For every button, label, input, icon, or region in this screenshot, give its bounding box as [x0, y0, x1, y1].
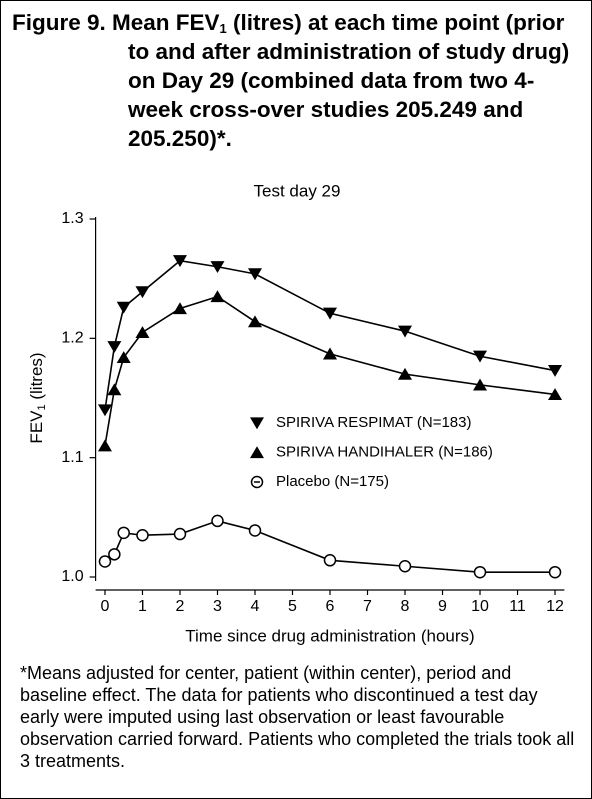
legend-marker [250, 446, 264, 459]
x-tick-label: 10 [471, 598, 489, 615]
data-point [172, 255, 187, 268]
chart-title: Figure 9. Mean FEV1 (litres) at each tim… [12, 8, 584, 153]
x-tick-label: 3 [213, 598, 222, 615]
x-tick-label: 9 [438, 598, 447, 615]
data-point [135, 326, 150, 338]
data-point [116, 301, 131, 314]
data-point [548, 388, 563, 401]
x-tick-label: 2 [176, 598, 185, 615]
data-point [98, 555, 112, 568]
series-line [104, 259, 556, 411]
data-point [210, 290, 225, 303]
data-point [210, 261, 225, 274]
data-point [323, 347, 337, 360]
x-tick-label: 4 [251, 598, 260, 615]
chart: Test day 29 Time since drug administrati… [27, 181, 565, 645]
legend-marker [250, 417, 264, 430]
y-tick-label: 1.2 [61, 330, 83, 347]
data-point [323, 307, 337, 320]
y-label-text: (litres) [27, 352, 46, 404]
y-tick-label: 1.0 [61, 568, 83, 585]
data-point [136, 528, 149, 542]
data-point [398, 560, 412, 573]
data-point [473, 565, 487, 579]
footnote: *Means adjusted for center, patient (wit… [20, 663, 575, 771]
data-point [117, 526, 130, 540]
data-point [398, 367, 413, 380]
data-point [107, 383, 122, 396]
data-point [108, 548, 121, 561]
data-point [247, 315, 262, 328]
y-tick-label: 1.1 [61, 449, 83, 466]
y-axis-label: FEV1 (litres) [27, 352, 47, 443]
data-point [247, 268, 262, 281]
data-point [116, 351, 131, 364]
data-point [97, 404, 112, 417]
data-point [172, 302, 187, 315]
x-tick-label: 5 [288, 598, 297, 615]
y-tick-label: 1.3 [61, 210, 83, 227]
legend-label: SPIRIVA HANDIHALER (N=186) [276, 443, 493, 460]
x-tick-label: 7 [363, 598, 372, 615]
y-label-subscript: 1 [36, 404, 48, 410]
legend-label: Placebo (N=175) [276, 473, 389, 490]
x-tick-label: 1 [138, 598, 147, 615]
x-tick-label: 6 [326, 598, 335, 615]
y-label-text: FEV [27, 410, 46, 444]
data-point [248, 524, 262, 537]
data-point [135, 286, 150, 299]
x-tick-label: 8 [401, 598, 410, 615]
title-text: (litres) at each time point (prior to an… [128, 10, 570, 151]
data-point [473, 350, 488, 363]
x-tick-label: 12 [546, 598, 564, 615]
data-point [398, 325, 413, 338]
data-point [548, 565, 562, 579]
title-subscript: 1 [219, 21, 227, 36]
chart-subtitle: Test day 29 [254, 181, 341, 200]
data-point [173, 527, 187, 541]
data-point [211, 514, 224, 528]
x-tick-label: 0 [101, 598, 110, 615]
title-text: Figure 9. Mean FEV [12, 10, 220, 35]
data-point [548, 364, 563, 377]
data-point [97, 439, 112, 452]
x-axis-label: Time since drug administration (hours) [185, 626, 474, 645]
data-point [323, 554, 337, 567]
legend-label: SPIRIVA RESPIMAT (N=183) [276, 414, 471, 431]
data-point [473, 378, 488, 391]
data-point [107, 341, 122, 353]
x-tick-label: 11 [509, 598, 526, 615]
